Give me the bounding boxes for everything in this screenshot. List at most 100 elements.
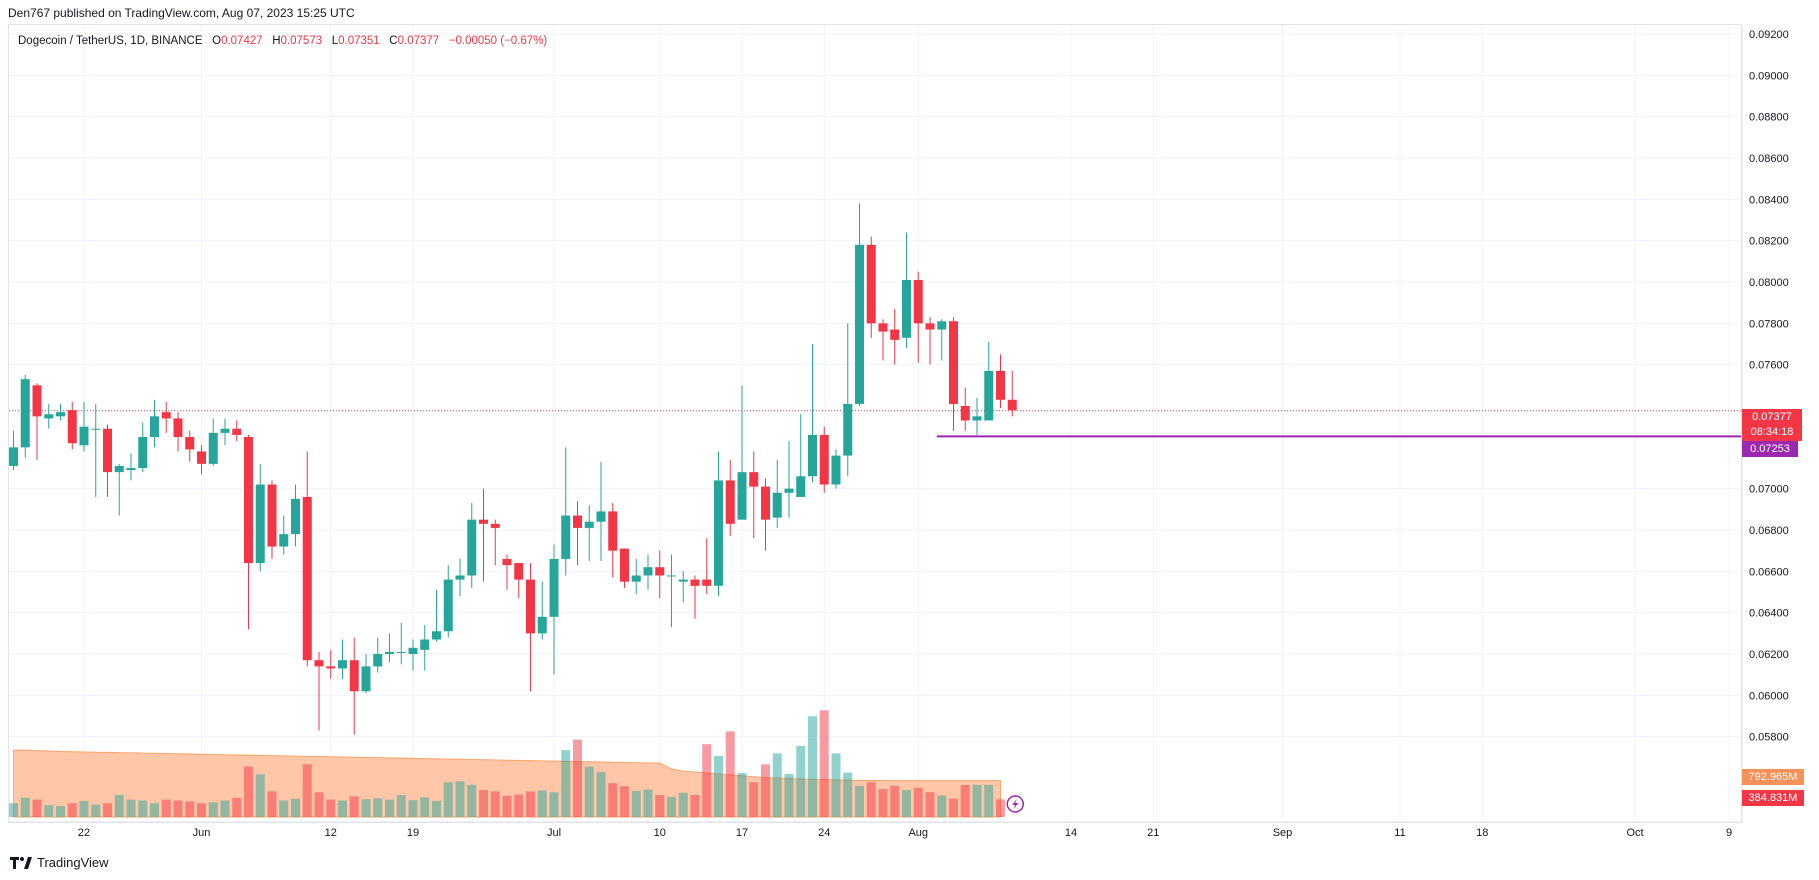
candle-body <box>420 639 430 650</box>
volume-bar <box>208 802 218 817</box>
volume-bar <box>126 799 136 817</box>
volume-bar <box>855 785 864 817</box>
volume-bar <box>761 764 770 817</box>
volume-bar <box>537 790 547 817</box>
volume-bar <box>373 798 383 817</box>
candle-body <box>584 521 594 528</box>
volume-bar <box>925 792 935 817</box>
candle-body <box>138 437 148 468</box>
lightning-bolt-icon <box>1012 799 1019 809</box>
candle-body <box>349 660 359 692</box>
volume-bar <box>67 803 77 817</box>
x-tick-label: 12 <box>325 827 337 839</box>
symbol-name[interactable]: Dogecoin / TetherUS, 1D, BINANCE <box>18 35 203 47</box>
candle-body <box>490 523 500 528</box>
volume-bar <box>984 784 994 817</box>
tradingview-logo-icon <box>10 856 32 869</box>
candle-body <box>114 465 124 473</box>
countdown-value: 08:34:18 <box>1750 426 1794 438</box>
candle-body <box>455 575 465 580</box>
candle-body <box>655 567 665 576</box>
candle-body <box>925 323 935 330</box>
volume-bar <box>185 801 195 817</box>
candle-body <box>526 579 535 634</box>
volume-bar <box>361 799 371 817</box>
candle-body <box>385 651 394 654</box>
volume-bar <box>79 800 89 817</box>
candle-body <box>819 434 829 485</box>
volume-bar <box>32 799 42 817</box>
low-label: L <box>331 35 339 47</box>
volume-bar <box>396 795 406 817</box>
candle-body <box>761 486 770 520</box>
volume-bar <box>596 772 606 817</box>
y-tick-label: 0.08600 <box>1749 153 1789 165</box>
last-price-badge: 0.07377 08:34:18 <box>1742 409 1802 441</box>
volume-bar <box>772 753 782 817</box>
candle-body <box>866 244 876 324</box>
candle-body <box>91 428 101 430</box>
candle-body <box>902 279 911 338</box>
candle-body <box>502 558 512 566</box>
brand-name: TradingView <box>37 855 109 870</box>
last-price-value: 0.07377 <box>1752 411 1792 423</box>
candle-body <box>913 279 923 324</box>
volume-bar <box>643 789 653 817</box>
volume-bar <box>714 756 723 817</box>
candle-body <box>338 660 347 669</box>
volume-bar <box>385 799 394 817</box>
level-price-badge: 0.07253 <box>1742 441 1798 457</box>
volume-bar <box>161 799 171 817</box>
candle-body <box>314 660 324 667</box>
y-tick-label: 0.06800 <box>1749 525 1789 537</box>
candle-body <box>596 511 606 522</box>
volume-bar <box>314 792 324 817</box>
candle-body <box>796 476 806 497</box>
candle-body <box>161 412 171 419</box>
y-tick-label: 0.07000 <box>1749 484 1789 496</box>
candle-body <box>855 244 864 404</box>
volume-bar <box>432 800 441 817</box>
candle-body <box>949 321 958 404</box>
candle-body <box>267 484 277 547</box>
candle-body <box>984 370 994 421</box>
x-tick-label: Oct <box>1626 827 1643 839</box>
volume-bar <box>913 787 923 817</box>
candle-body <box>255 484 265 564</box>
tradingview-brand[interactable]: TradingView <box>10 855 109 870</box>
volume-bar <box>737 773 747 817</box>
x-tick-label: Aug <box>908 827 928 839</box>
volume-bar <box>749 782 759 817</box>
candle-body <box>937 321 947 330</box>
volume-bar <box>479 789 488 817</box>
volume-bar <box>338 800 347 817</box>
volume-bar <box>220 800 230 817</box>
y-tick-label: 0.08400 <box>1749 194 1789 206</box>
x-tick-label: Jul <box>547 827 561 839</box>
volume-bar <box>890 785 900 817</box>
candle-body <box>667 575 676 577</box>
candle-body <box>878 323 888 332</box>
candle-body <box>20 379 30 448</box>
volume-bar <box>549 792 559 817</box>
volume-last-badge: 384.831M <box>1742 790 1804 806</box>
candle-body <box>291 499 300 535</box>
volume-ma-badge: 792.965M <box>1742 769 1804 785</box>
volume-bar <box>960 784 970 817</box>
volume-bar <box>467 784 477 817</box>
candle-body <box>702 579 712 586</box>
candle-body <box>326 666 336 669</box>
volume-bar <box>573 739 582 817</box>
candle-body <box>44 414 54 419</box>
x-tick-label: 11 <box>1394 827 1405 839</box>
x-tick-label: Jun <box>193 827 211 839</box>
volume-bar <box>655 795 665 817</box>
volume-bar <box>819 710 829 817</box>
open-value: 0.07427 <box>221 35 263 47</box>
candle-body <box>208 432 218 464</box>
candle-body <box>831 455 841 485</box>
volume-bar <box>526 791 535 817</box>
x-tick-label: 10 <box>654 827 666 839</box>
volume-bar <box>796 746 806 817</box>
